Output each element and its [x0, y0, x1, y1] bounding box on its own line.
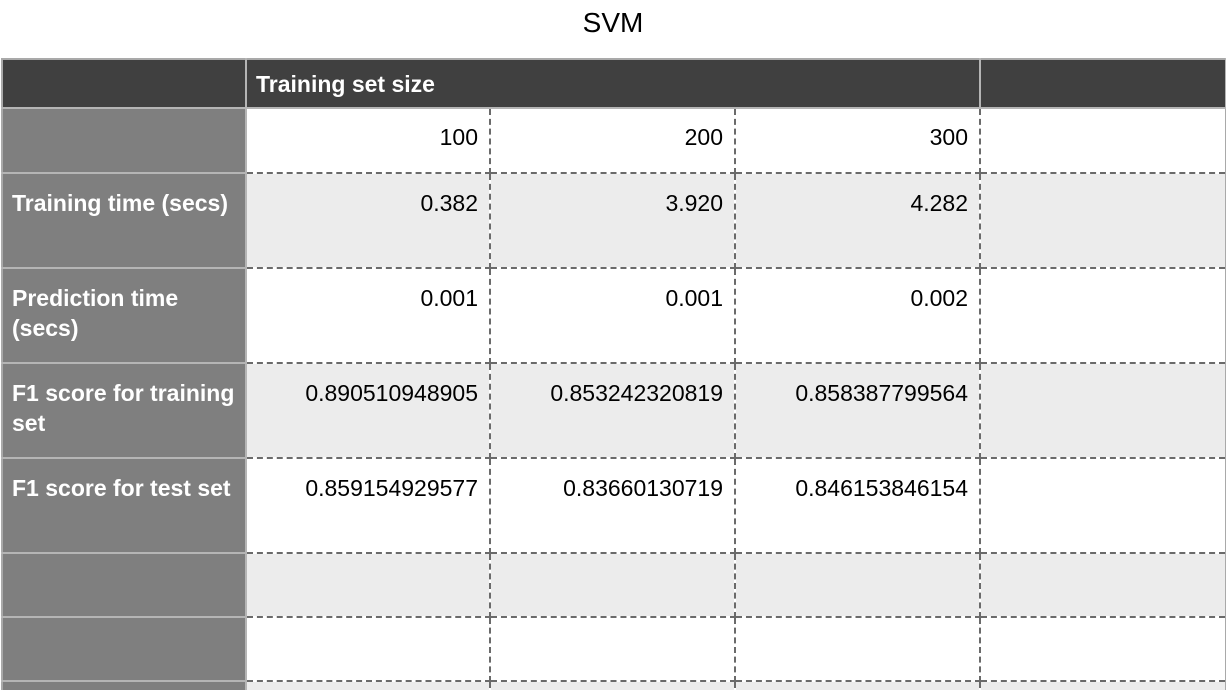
value-cell: 0.382	[246, 173, 491, 269]
table-row: Training time (secs) 0.382 3.920 4.282	[2, 173, 1226, 269]
empty-cell	[735, 553, 982, 618]
empty-cell	[735, 617, 982, 682]
header-empty-cell	[980, 59, 1226, 109]
empty-cell	[490, 681, 736, 690]
header-group-label: Training set size	[246, 59, 982, 109]
header-row: Training set size	[2, 59, 1226, 109]
empty-cell	[980, 681, 1226, 690]
empty-cell	[735, 681, 982, 690]
size-cell: 100	[246, 108, 491, 174]
empty-row-stub	[2, 681, 247, 690]
value-cell: 0.002	[735, 268, 982, 364]
size-row: 100 200 300	[2, 108, 1226, 174]
value-cell: 4.282	[735, 173, 982, 269]
value-cell: 0.853242320819	[490, 363, 736, 459]
row-label: F1 score for training set	[2, 363, 247, 459]
value-cell: 0.858387799564	[735, 363, 982, 459]
value-cell: 0.001	[246, 268, 491, 364]
results-table: Training set size 100 200 300 Training t…	[1, 58, 1226, 690]
value-cell: 0.83660130719	[490, 458, 736, 554]
header-corner-cell	[2, 59, 247, 109]
value-cell: 0.890510948905	[246, 363, 491, 459]
empty-cell	[490, 617, 736, 682]
empty-cell	[980, 173, 1226, 269]
value-cell: 3.920	[490, 173, 736, 269]
empty-cell	[980, 553, 1226, 618]
empty-cell	[980, 363, 1226, 459]
row-label: Prediction time (secs)	[2, 268, 247, 364]
value-cell: 0.001	[490, 268, 736, 364]
empty-cell	[246, 681, 491, 690]
empty-row	[2, 553, 1226, 618]
value-cell: 0.846153846154	[735, 458, 982, 554]
empty-cell	[246, 553, 491, 618]
row-label: F1 score for test set	[2, 458, 247, 554]
table-row: Prediction time (secs) 0.001 0.001 0.002	[2, 268, 1226, 364]
value-cell: 0.859154929577	[246, 458, 491, 554]
size-cell: 300	[735, 108, 982, 174]
size-cell: 200	[490, 108, 736, 174]
table-row: F1 score for training set 0.890510948905…	[2, 363, 1226, 459]
table-title: SVM	[582, 7, 644, 38]
table-row: F1 score for test set 0.859154929577 0.8…	[2, 458, 1226, 554]
size-row-stub	[2, 108, 247, 174]
empty-cell	[246, 617, 491, 682]
empty-cell	[980, 108, 1226, 174]
empty-row	[2, 617, 1226, 682]
empty-cell	[490, 553, 736, 618]
empty-row-stub	[2, 617, 247, 682]
empty-cell	[980, 617, 1226, 682]
empty-row	[2, 681, 1226, 690]
empty-cell	[980, 268, 1226, 364]
empty-row-stub	[2, 553, 247, 618]
empty-cell	[980, 458, 1226, 554]
row-label: Training time (secs)	[2, 173, 247, 269]
